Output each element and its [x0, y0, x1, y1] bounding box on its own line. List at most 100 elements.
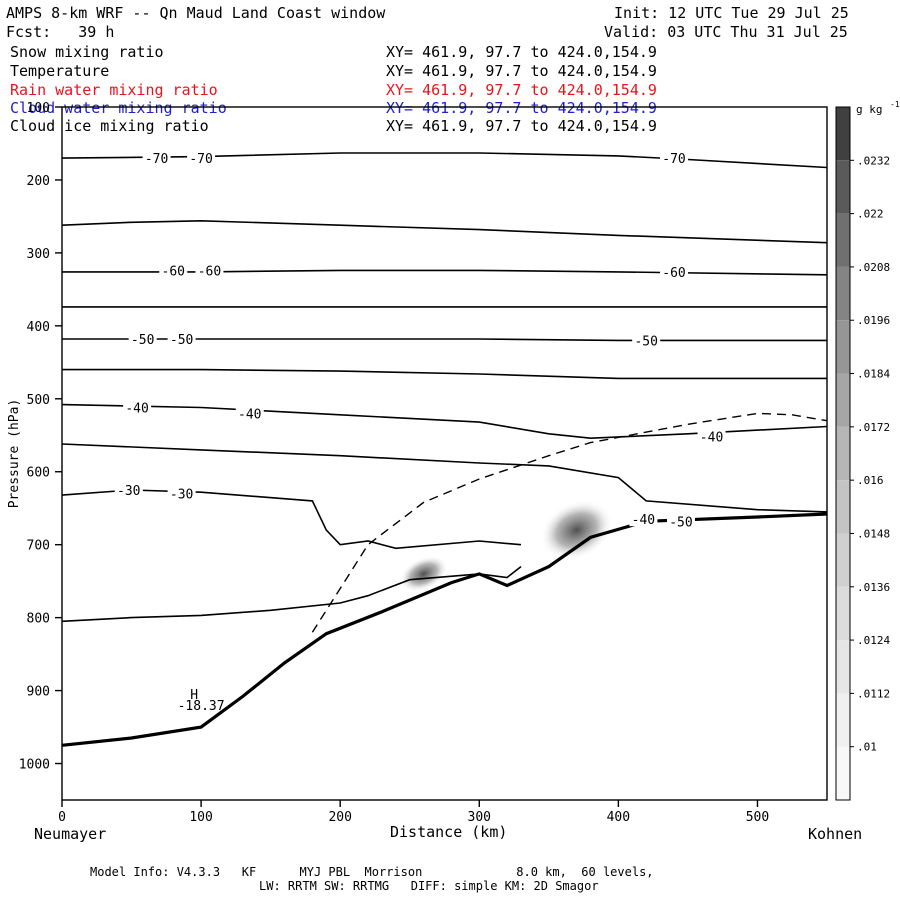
isotherm-minus65: [61, 219, 828, 244]
colorbar-segment-1: [836, 107, 850, 161]
colorbar-label-4: .0136: [857, 581, 890, 594]
colorbar-label-9: .0196: [857, 314, 890, 327]
field-xy-rain: XY= 461.9, 97.7 to 424.0,154.9: [386, 81, 657, 99]
model-info: Model Info: V4.3.3 KF MYJ PBL Morrison 8…: [90, 865, 654, 879]
field-xy-snow: XY= 461.9, 97.7 to 424.0,154.9: [386, 43, 657, 61]
high-value-label: -18.37: [178, 699, 225, 714]
y-tick-label-200: 200: [27, 174, 50, 189]
terrain-surface: [61, 512, 828, 747]
valid-time: Valid: 03 UTC Thu 31 Jul 25: [604, 23, 848, 41]
contour-label-bg-14: [167, 486, 196, 501]
contour-label-bg-2: [187, 151, 216, 166]
y-tick-label-300: 300: [27, 247, 50, 262]
colorbar-segment-11: [836, 640, 850, 694]
colorbar-label-2: .0112: [857, 687, 890, 700]
colorbar-frame: [835, 106, 851, 801]
y-tick-label-500: 500: [27, 393, 50, 408]
colorbar-segment-12: [836, 693, 850, 747]
contour-label-bg-6: [660, 264, 688, 279]
colorbar-label-12: .0232: [857, 154, 890, 167]
snow-shading-1: [399, 555, 449, 593]
colorbar-segment-13: [836, 746, 850, 800]
isotherm-minus25: [61, 565, 522, 623]
x-end-label: Kohnen: [808, 825, 863, 843]
contour-label-13: -30: [117, 484, 140, 499]
y-tick-label-700: 700: [27, 539, 50, 554]
field-xy-temperature: XY= 461.9, 97.7 to 424.0,154.9: [386, 62, 657, 80]
contour-label-1: -70: [145, 152, 168, 167]
x-start-label: Neumayer: [34, 825, 107, 843]
y-tick-label-600: 600: [27, 466, 50, 481]
contour-label-bg-5: [195, 263, 224, 278]
x-tick-label-0: 0: [58, 810, 66, 825]
colorbar-label-5: .0148: [857, 527, 890, 540]
contour-label-bg-13: [114, 482, 143, 497]
field-name-rain: Rain water mixing ratio: [10, 81, 218, 99]
contour-label-8: -50: [170, 333, 193, 348]
forecast-hour: Fcst: 39 h: [6, 23, 115, 41]
colorbar-label-7: .0172: [857, 421, 890, 434]
x-tick-label-300: 300: [468, 810, 491, 825]
field-name-snow: Snow mixing ratio: [10, 43, 164, 61]
field-name-temperature: Temperature: [10, 62, 110, 80]
contour-label-bg-12: [697, 429, 726, 444]
contour-label-bg-7: [128, 331, 157, 346]
colorbar-label-3: .0124: [857, 634, 890, 647]
colorbar-segment-5: [836, 320, 850, 374]
colorbar-segment-8: [836, 480, 850, 534]
x-tick-label-100: 100: [189, 810, 212, 825]
y-tick-label-800: 800: [27, 612, 50, 627]
y-axis-title: Pressure (hPa): [7, 399, 22, 509]
colorbar-segment-3: [836, 213, 850, 267]
contour-label-10: -40: [125, 402, 148, 417]
contour-label-5: -60: [198, 264, 221, 279]
x-axis-label: Distance (km): [390, 823, 508, 841]
contour-label-9: -50: [634, 334, 657, 349]
isotherm-minus70: [61, 152, 828, 169]
colorbar-label-6: .016: [857, 474, 884, 487]
contour-label-6: -60: [662, 266, 685, 281]
contour-label-bg-11: [235, 406, 264, 421]
contour-label-11: -40: [238, 407, 261, 422]
colorbar-label-10: .0208: [857, 261, 890, 274]
chart-title: AMPS 8-km WRF -- Qn Maud Land Coast wind…: [6, 4, 386, 22]
isotherm-minus35: [61, 443, 828, 513]
contour-label-4: -60: [162, 264, 185, 279]
colorbar-label-11: .022: [857, 208, 884, 221]
y-tick-label-100: 100: [27, 101, 50, 116]
colorbar-segment-9: [836, 533, 850, 587]
contour-label-bg-9: [632, 333, 661, 348]
colorbar-segment-7: [836, 426, 850, 481]
field-xy-cloud-water: XY= 461.9, 97.7 to 424.0,154.9: [386, 99, 657, 117]
contour-label-bg-16: [666, 514, 695, 529]
contour-label-bg-4: [159, 263, 188, 278]
field-name-cloud-ice: Cloud ice mixing ratio: [10, 117, 209, 135]
isotherm-minus45: [62, 368, 827, 380]
contour-label-bg-15: [629, 512, 658, 527]
high-marker: H: [190, 688, 198, 703]
contour-label-15: -40: [632, 513, 655, 528]
contour-label-16: -50: [669, 515, 692, 530]
isotherm-minus30: [61, 489, 522, 550]
colorbar-unit: g kg: [856, 103, 883, 116]
init-time: Init: 12 UTC Tue 29 Jul 25: [614, 4, 849, 22]
colorbar-unit-exponent: -1: [890, 100, 900, 109]
colorbar-segment-10: [836, 586, 850, 641]
contour-label-14: -30: [170, 488, 193, 503]
y-tick-label-1000: 1000: [19, 758, 50, 773]
contour-label-bg-8: [167, 331, 196, 346]
plot-frame: [61, 106, 828, 801]
colorbar-segment-4: [836, 266, 850, 321]
y-tick-label-900: 900: [27, 685, 50, 700]
x-tick-label-200: 200: [328, 810, 351, 825]
x-tick-label-400: 400: [607, 810, 630, 825]
field-xy-cloud-ice: XY= 461.9, 97.7 to 424.0,154.9: [386, 117, 657, 135]
contour-label-2: -70: [189, 152, 212, 167]
freezing-level-dashed: [311, 412, 828, 633]
colorbar-segment-2: [836, 160, 850, 214]
contour-label-bg-3: [660, 151, 688, 166]
contour-label-7: -50: [131, 333, 154, 348]
x-tick-label-500: 500: [746, 810, 769, 825]
isotherm-minus40: [61, 403, 828, 440]
